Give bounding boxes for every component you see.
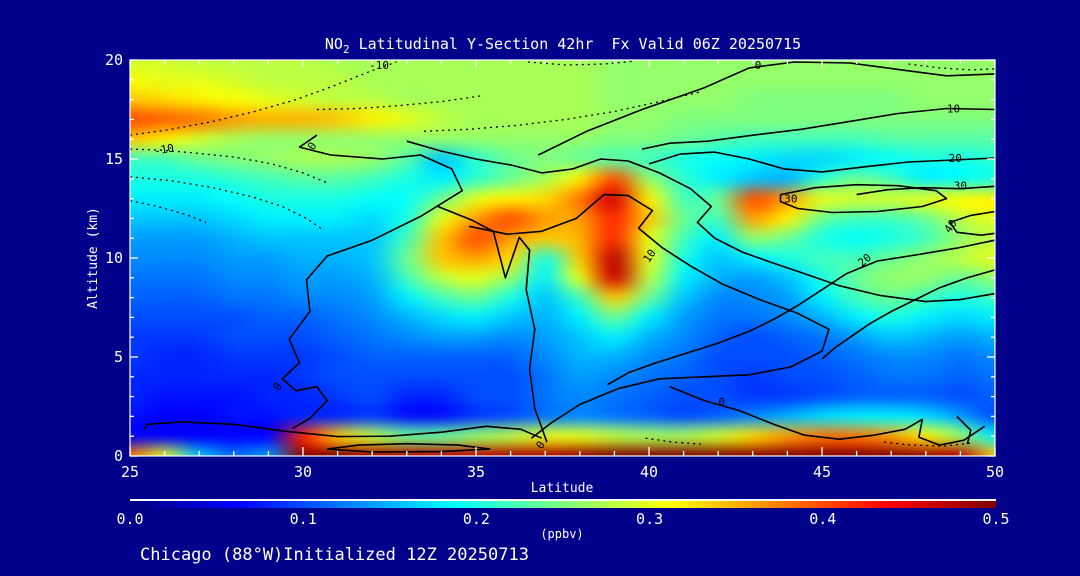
title-prefix: NO <box>324 35 343 53</box>
heatmap-canvas <box>130 60 995 456</box>
colorbar-tick-label: 0.0 <box>116 510 143 528</box>
title-subscript: 2 <box>342 43 350 56</box>
colorbar-tick-label: 0.4 <box>809 510 836 528</box>
colorbar-tick-label: 0.3 <box>636 510 663 528</box>
x-tick-label: 35 <box>467 463 485 481</box>
colorbar-tick-label: 0.2 <box>463 510 490 528</box>
x-tick-label: 45 <box>813 463 831 481</box>
x-tick-label: 50 <box>986 463 1004 481</box>
colorbar-units: (ppbv) <box>540 527 583 541</box>
x-tick-label: 25 <box>121 463 139 481</box>
x-tick-label: 30 <box>294 463 312 481</box>
y-tick-label: 10 <box>105 249 123 267</box>
y-tick-label: 15 <box>105 150 123 168</box>
x-axis-title: Latitude <box>531 481 594 496</box>
y-tick-label: 0 <box>114 447 123 465</box>
colorbar-gradient <box>130 499 996 508</box>
y-tick-label: 5 <box>114 348 123 366</box>
footer-text: Chicago (88°W)Initialized 12Z 20250713 <box>140 545 529 565</box>
colorbar-tick-label: 0.1 <box>290 510 317 528</box>
x-tick-label: 40 <box>640 463 658 481</box>
title-rest: Latitudinal Y-Section 42hr Fx Valid 06Z … <box>349 35 802 53</box>
y-axis-title: Altitude (km) <box>86 207 101 309</box>
colorbar-tick-label: 0.5 <box>982 510 1009 528</box>
plot-title: NO2 Latitudinal Y-Section 42hr Fx Valid … <box>130 35 996 56</box>
y-tick-label: 20 <box>105 51 123 69</box>
